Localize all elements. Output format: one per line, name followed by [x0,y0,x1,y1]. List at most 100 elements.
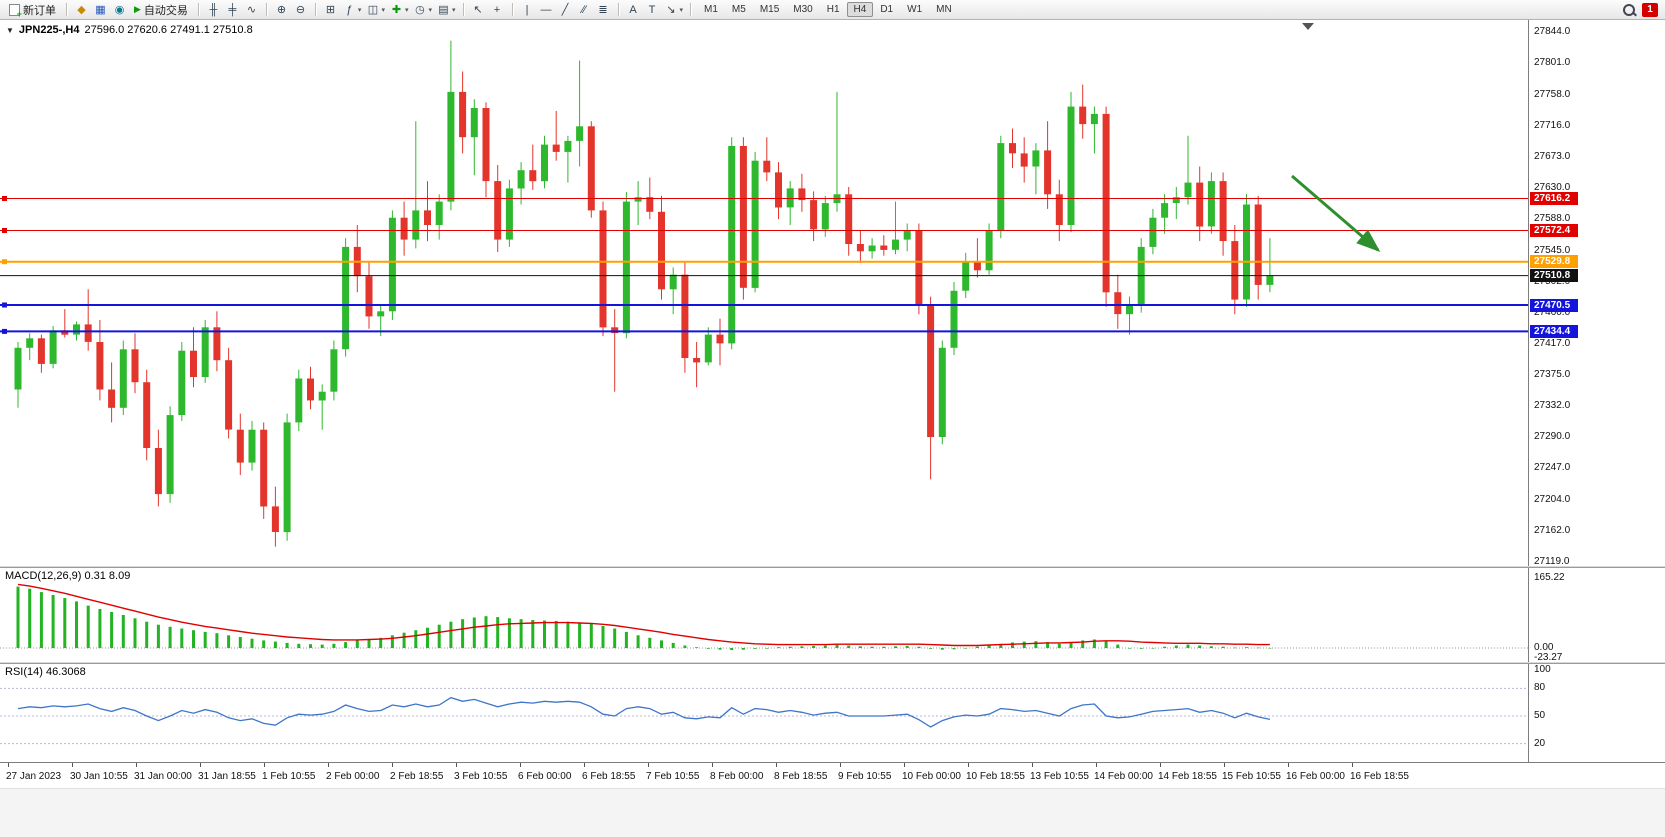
zoom-out-icon[interactable]: ⊖ [295,4,306,16]
vertical-line-tool-icon[interactable]: | [525,3,529,16]
timeframe-button-mn[interactable]: MN [936,4,952,15]
macd-histogram-bar [262,640,266,648]
macd-histogram-bar [1245,647,1248,648]
timeframe-button-w1[interactable]: W1 [907,4,923,15]
macd-histogram-bar [28,588,32,648]
line-handle[interactable] [2,228,7,233]
candle-body [1055,194,1063,225]
timeframe-button-m15[interactable]: M15 [759,4,780,15]
text-tool-icon[interactable]: A [629,3,637,16]
timeframe-button-d1[interactable]: D1 [880,4,894,15]
autotrading-button[interactable]: ▶ 自动交易 [130,1,192,19]
candle-body [1032,150,1040,167]
alerts-icon[interactable]: ◆ [77,4,86,16]
macd-histogram-bar [1092,639,1096,648]
arrows-tool-dropdown[interactable]: ↘ ▾ [663,2,685,18]
time-axis-tick [328,763,329,767]
charts-icon[interactable]: ▦ [95,4,106,16]
macd-histogram-bar [1221,646,1225,648]
line-handle[interactable] [2,328,7,334]
new-order-button[interactable]: 新订单 [5,1,60,19]
price-axis[interactable]: 27844.0 27801.0 27758.0 27716.0 27673.0 27630… [1528,20,1665,762]
line-handle[interactable] [2,302,7,308]
horizontal-line-tool-icon[interactable]: ― [540,3,552,16]
timeframe-button-h4[interactable]: H4 [846,2,874,17]
tile-windows-icon[interactable]: ⊞ [325,4,336,16]
candle-body [377,311,385,317]
time-axis-tick [72,763,73,767]
arrow-annotation[interactable] [1291,174,1381,252]
notification-badge[interactable]: 1 [1642,2,1658,17]
macd-histogram-bar [1057,643,1061,648]
time-axis[interactable]: 27 Jan 2023 30 Jan 10:55 31 Jan 00:00 31 Ja… [0,762,1665,788]
candle-body [1184,182,1192,198]
objects-dropdown[interactable]: ◫ ▾ [364,2,386,18]
macd-histogram-bar [706,648,710,649]
macd-histogram-bar [449,621,453,648]
candle-body [1044,150,1052,195]
candle-body [201,327,209,377]
macd-histogram-bar [882,646,886,648]
label-tool-icon[interactable]: T [648,3,656,16]
macd-histogram-bar [402,632,406,648]
macd-panel[interactable]: MACD(12,26,9) 0.31 8.09 [0,568,1528,662]
macd-signal-line [17,583,1270,647]
price-tick-label: 27758.0 [1534,88,1571,100]
candle-body [775,172,782,208]
add-indicator-icon: ✚ [391,4,402,16]
timeframe-group: M1 M5 M15 M30 H1 H4 D1 W1 MN [697,2,959,17]
line-chart-icon[interactable]: ∿ [246,4,257,16]
timeframe-button-m5[interactable]: M5 [731,4,746,15]
timeframe-button-m1[interactable]: M1 [704,4,718,15]
bar-chart-icon[interactable]: ╫ [209,3,218,16]
candlestick-chart-icon[interactable]: ╪ [228,3,237,16]
price-tick-label: 27204.0 [1534,493,1571,505]
template-icon: ▤ [438,4,449,16]
trendline-tool-icon[interactable]: ╱ [561,4,569,16]
new-order-icon [9,3,22,19]
macd-histogram-bar [203,631,207,648]
candle-body [190,350,197,377]
candle-body [236,429,244,463]
timeframe-button-m30[interactable]: M30 [793,4,813,15]
line-handle[interactable] [2,196,7,201]
time-axis-label: 7 Feb 10:55 [646,771,700,782]
crosshair-tool-icon[interactable]: + [493,3,501,16]
search-icon[interactable] [1622,3,1636,17]
zoom-in-icon[interactable]: ⊕ [276,4,287,16]
periods-dropdown[interactable]: ◷ ▾ [411,2,433,18]
main-chart-panel[interactable]: ▼ JPN225-,H4 27596.0 27620.6 27491.1 275… [0,20,1528,566]
history-center-icon[interactable]: ◉ [114,4,125,16]
line-handle[interactable] [2,259,7,265]
macd-histogram-bar [929,648,933,649]
price-tick-label: 27801.0 [1534,57,1571,69]
toolbar-separator [511,3,513,16]
timeframe-button-h1[interactable]: H1 [826,4,840,15]
macd-histogram-bar [16,586,20,648]
rsi-panel[interactable]: RSI(14) 46.3068 [0,664,1528,762]
macd-histogram-bar [1256,647,1260,649]
rsi-line [17,696,1271,728]
time-axis-tick [1032,763,1033,767]
channel-tool-icon[interactable]: ∕∕ [582,3,586,16]
chart-shift-marker[interactable] [1302,23,1314,30]
add-indicator-dropdown[interactable]: ✚ ▾ [388,2,410,18]
indicators-dropdown[interactable]: ƒ ▾ [341,2,363,18]
price-tag: 27616.2 [1530,192,1578,205]
time-axis-tick [264,763,265,767]
price-tag: 27434.4 [1530,324,1578,338]
template-dropdown[interactable]: ▤ ▾ [435,2,457,18]
candle-body [892,239,899,250]
candle-body [49,330,57,364]
cursor-tool-icon[interactable]: ↖ [473,4,483,16]
candle-body [494,181,502,240]
candle-body [84,324,92,342]
panel-splitter[interactable] [0,566,1665,568]
fibonacci-tool-icon[interactable]: ≣ [598,4,608,16]
candle-body [646,197,654,212]
candle-body [868,245,876,252]
candle-body [576,126,584,141]
candle-body [517,170,525,189]
panel-splitter[interactable] [0,662,1665,664]
collapse-triangle-icon[interactable]: ▼ [6,25,14,35]
